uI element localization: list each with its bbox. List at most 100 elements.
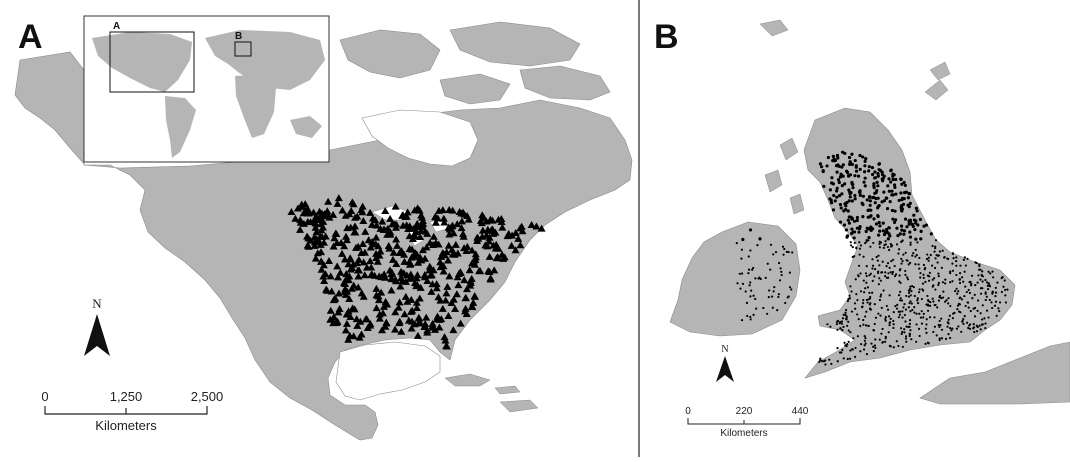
occurrence-triangle: [315, 216, 324, 224]
occurrence-dot: [865, 310, 868, 313]
occurrence-triangle: [436, 258, 445, 266]
occurrence-triangle: [359, 216, 368, 224]
occurrence-dot: [899, 299, 902, 302]
occurrence-dot: [922, 273, 925, 276]
occurrence-dot: [762, 306, 765, 310]
occurrence-dot: [917, 327, 921, 330]
occurrence-triangle: [453, 273, 462, 281]
occurrence-triangle: [449, 326, 458, 334]
occurrence-triangle: [381, 207, 390, 215]
occurrence-dot: [884, 196, 888, 200]
occurrence-dot: [840, 322, 843, 325]
occurrence-dot: [900, 182, 904, 186]
occurrence-dot: [831, 208, 836, 212]
occurrence-dot: [967, 326, 970, 330]
occurrence-dot: [828, 358, 831, 361]
occurrence-triangle: [459, 232, 468, 240]
occurrence-dot: [929, 253, 932, 257]
occurrence-triangle: [444, 223, 453, 231]
occurrence-dot: [955, 259, 958, 263]
occurrence-triangle: [316, 232, 325, 240]
occurrence-dot: [1001, 275, 1004, 279]
occurrence-dot: [901, 330, 904, 334]
occurrence-dot: [845, 235, 849, 239]
occurrence-dot: [871, 258, 874, 261]
occurrence-dot: [914, 248, 917, 251]
occurrence-triangle: [469, 298, 478, 306]
occurrence-triangle: [432, 280, 441, 288]
occurrence-triangle: [532, 222, 541, 230]
occurrence-dot: [913, 306, 916, 309]
occurrence-triangle: [368, 237, 377, 245]
occurrence-dot: [970, 274, 974, 277]
occurrence-dot: [900, 257, 903, 260]
occurrence-dot: [914, 206, 919, 210]
scale-tick-2-a: 2,500: [191, 389, 224, 404]
occurrence-dot: [963, 256, 966, 259]
scale-line-b: [687, 418, 801, 425]
occurrence-triangle: [354, 255, 363, 263]
scale-line-a: [44, 406, 208, 415]
occurrence-dot: [888, 294, 891, 297]
occurrence-triangle: [351, 213, 360, 221]
occurrence-dot: [865, 274, 868, 278]
occurrence-triangle: [331, 229, 340, 237]
occurrence-dot: [750, 289, 753, 292]
occurrence-dot: [845, 345, 848, 348]
occurrence-triangle: [337, 238, 346, 246]
occurrence-triangle: [391, 325, 400, 333]
occurrence-dot: [994, 300, 998, 303]
occurrence-dot: [952, 312, 955, 315]
occurrence-triangle: [400, 257, 409, 265]
occurrence-dot: [859, 244, 863, 247]
occurrence-dot: [900, 209, 904, 213]
occurrence-dot: [933, 325, 937, 328]
occurrence-dot: [754, 277, 757, 280]
occurrence-dot: [777, 293, 780, 296]
occurrence-dot: [897, 198, 901, 203]
occurrence-dot: [876, 259, 879, 262]
occurrence-dot: [845, 308, 848, 312]
occurrence-dot: [922, 316, 925, 319]
occurrence-dot: [851, 246, 854, 249]
occurrence-dot: [925, 331, 928, 334]
occurrence-triangle: [470, 260, 479, 268]
occurrence-dot: [843, 151, 847, 155]
occurrence-dot: [899, 327, 903, 330]
occurrence-dot: [850, 152, 854, 156]
occurrence-dot: [907, 325, 910, 328]
occurrence-triangle: [405, 244, 414, 252]
occurrence-dot: [946, 325, 949, 328]
occurrence-dot: [959, 264, 962, 267]
occurrence-dot: [868, 291, 871, 294]
occurrence-triangle: [334, 273, 343, 281]
occurrence-triangle: [413, 331, 422, 339]
occurrence-dot: [771, 306, 774, 309]
occurrence-triangle: [296, 225, 305, 233]
occurrence-dot: [934, 239, 938, 242]
occurrence-dot: [881, 260, 884, 263]
occurrence-dot: [889, 180, 893, 184]
occurrence-dot: [835, 322, 838, 326]
occurrence-dot: [778, 279, 782, 282]
occurrence-dot: [826, 155, 830, 160]
occurrence-dot: [905, 294, 908, 298]
occurrence-dot: [945, 299, 948, 302]
occurrence-dot: [918, 267, 921, 270]
occurrence-dot: [938, 319, 941, 323]
occurrence-dot: [838, 202, 843, 207]
occurrence-dot: [864, 229, 868, 234]
occurrence-dot: [894, 305, 897, 308]
occurrence-triangle: [443, 282, 452, 290]
occurrence-triangle: [444, 256, 453, 264]
occurrence-dot: [925, 318, 928, 321]
occurrence-dot: [868, 203, 872, 207]
occurrence-dot: [925, 323, 928, 326]
occurrence-dot: [877, 283, 881, 286]
occurrence-dot: [907, 263, 910, 266]
occurrence-dot: [869, 208, 873, 212]
occurrence-dot: [859, 350, 862, 353]
occurrence-dot: [896, 303, 899, 306]
occurrence-dot: [856, 335, 859, 338]
occurrence-dot: [841, 348, 844, 352]
